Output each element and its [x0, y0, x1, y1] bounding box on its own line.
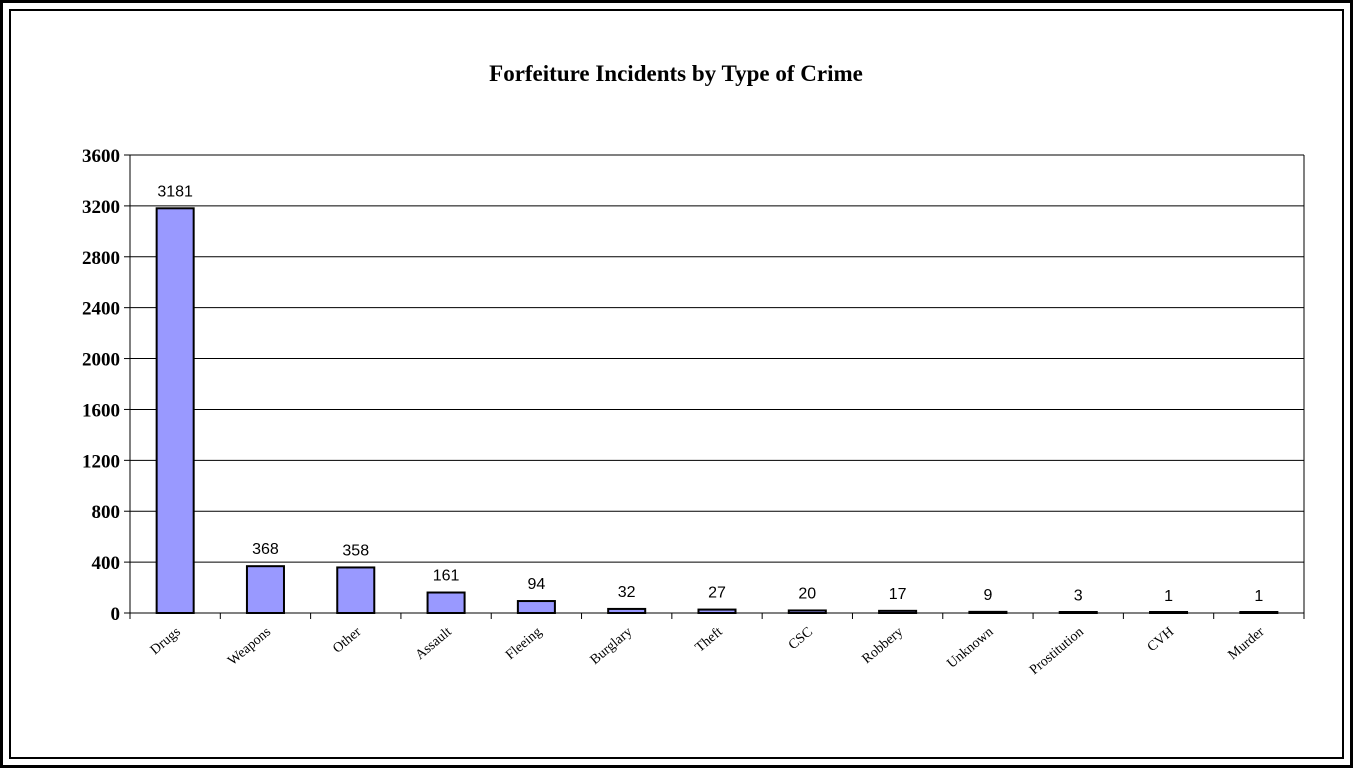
- data-label-murder: 1: [1254, 588, 1263, 605]
- data-labels: 3181 368 358 161 94 32 27 20 17 9 3 1 1: [157, 183, 1263, 605]
- bar-theft: [697, 608, 737, 615]
- data-label-drugs: 3181: [157, 183, 193, 200]
- data-label-unknown: 9: [983, 587, 992, 604]
- x-tick-label-burglary: Burglary: [588, 625, 636, 668]
- data-label-csc: 20: [798, 585, 816, 602]
- y-tick-label: 2400: [82, 299, 120, 320]
- data-label-robbery: 17: [889, 586, 907, 603]
- y-tick-label: 400: [92, 553, 121, 574]
- y-tick-labels: 0 400 800 1200 1600 2000 2400 2800 3200 3600: [82, 146, 120, 625]
- bars: [155, 207, 1279, 615]
- chart-frame-inner: [9, 9, 1344, 759]
- axes: [124, 154, 1305, 619]
- x-tick-labels: Drugs Weapons Other Assault Fleeing Burglary T…: [148, 624, 1268, 678]
- data-label-prostitution: 3: [1074, 588, 1083, 605]
- data-label-weapons: 368: [252, 541, 279, 558]
- x-tick-label-other: Other: [330, 624, 364, 656]
- data-label-fleeing: 94: [527, 576, 545, 593]
- gridlines: [130, 154, 1304, 563]
- y-tick-label: 3200: [82, 197, 120, 218]
- bar-assault: [426, 591, 466, 614]
- x-tick-label-weapons: Weapons: [225, 625, 274, 669]
- bar-weapons: [245, 565, 285, 615]
- x-tick-label-fleeing: Fleeing: [503, 625, 545, 663]
- x-tick-label-unknown: Unknown: [945, 625, 997, 672]
- x-tick-label-csc: CSC: [786, 625, 816, 654]
- x-tick-label-prostitution: Prostitution: [1027, 625, 1087, 679]
- x-tick-label-cvh: CVH: [1145, 625, 1177, 655]
- data-label-theft: 27: [708, 585, 726, 602]
- y-tick-label: 2000: [82, 350, 120, 371]
- y-tick-label: 1600: [82, 400, 120, 421]
- x-tick-label-robbery: Robbery: [860, 625, 907, 667]
- x-tick-label-drugs: Drugs: [148, 625, 184, 658]
- data-label-cvh: 1: [1164, 588, 1173, 605]
- bar-other: [336, 566, 376, 615]
- x-tick-label-murder: Murder: [1226, 624, 1268, 663]
- x-tick-label-assault: Assault: [413, 625, 455, 664]
- y-tick-label: 2800: [82, 248, 120, 269]
- y-tick-label: 0: [111, 604, 121, 625]
- y-tick-label: 800: [92, 502, 121, 523]
- y-tick-label: 3600: [82, 146, 120, 167]
- data-label-other: 358: [342, 542, 369, 559]
- data-label-assault: 161: [433, 568, 460, 585]
- x-tick-label-theft: Theft: [693, 625, 726, 656]
- bar-drugs: [155, 207, 195, 614]
- data-label-burglary: 32: [618, 584, 636, 601]
- bar-fleeing: [516, 600, 556, 615]
- chart-title: Forfeiture Incidents by Type of Crime: [489, 61, 863, 86]
- y-tick-label: 1200: [82, 451, 120, 472]
- bar-burglary: [607, 607, 647, 615]
